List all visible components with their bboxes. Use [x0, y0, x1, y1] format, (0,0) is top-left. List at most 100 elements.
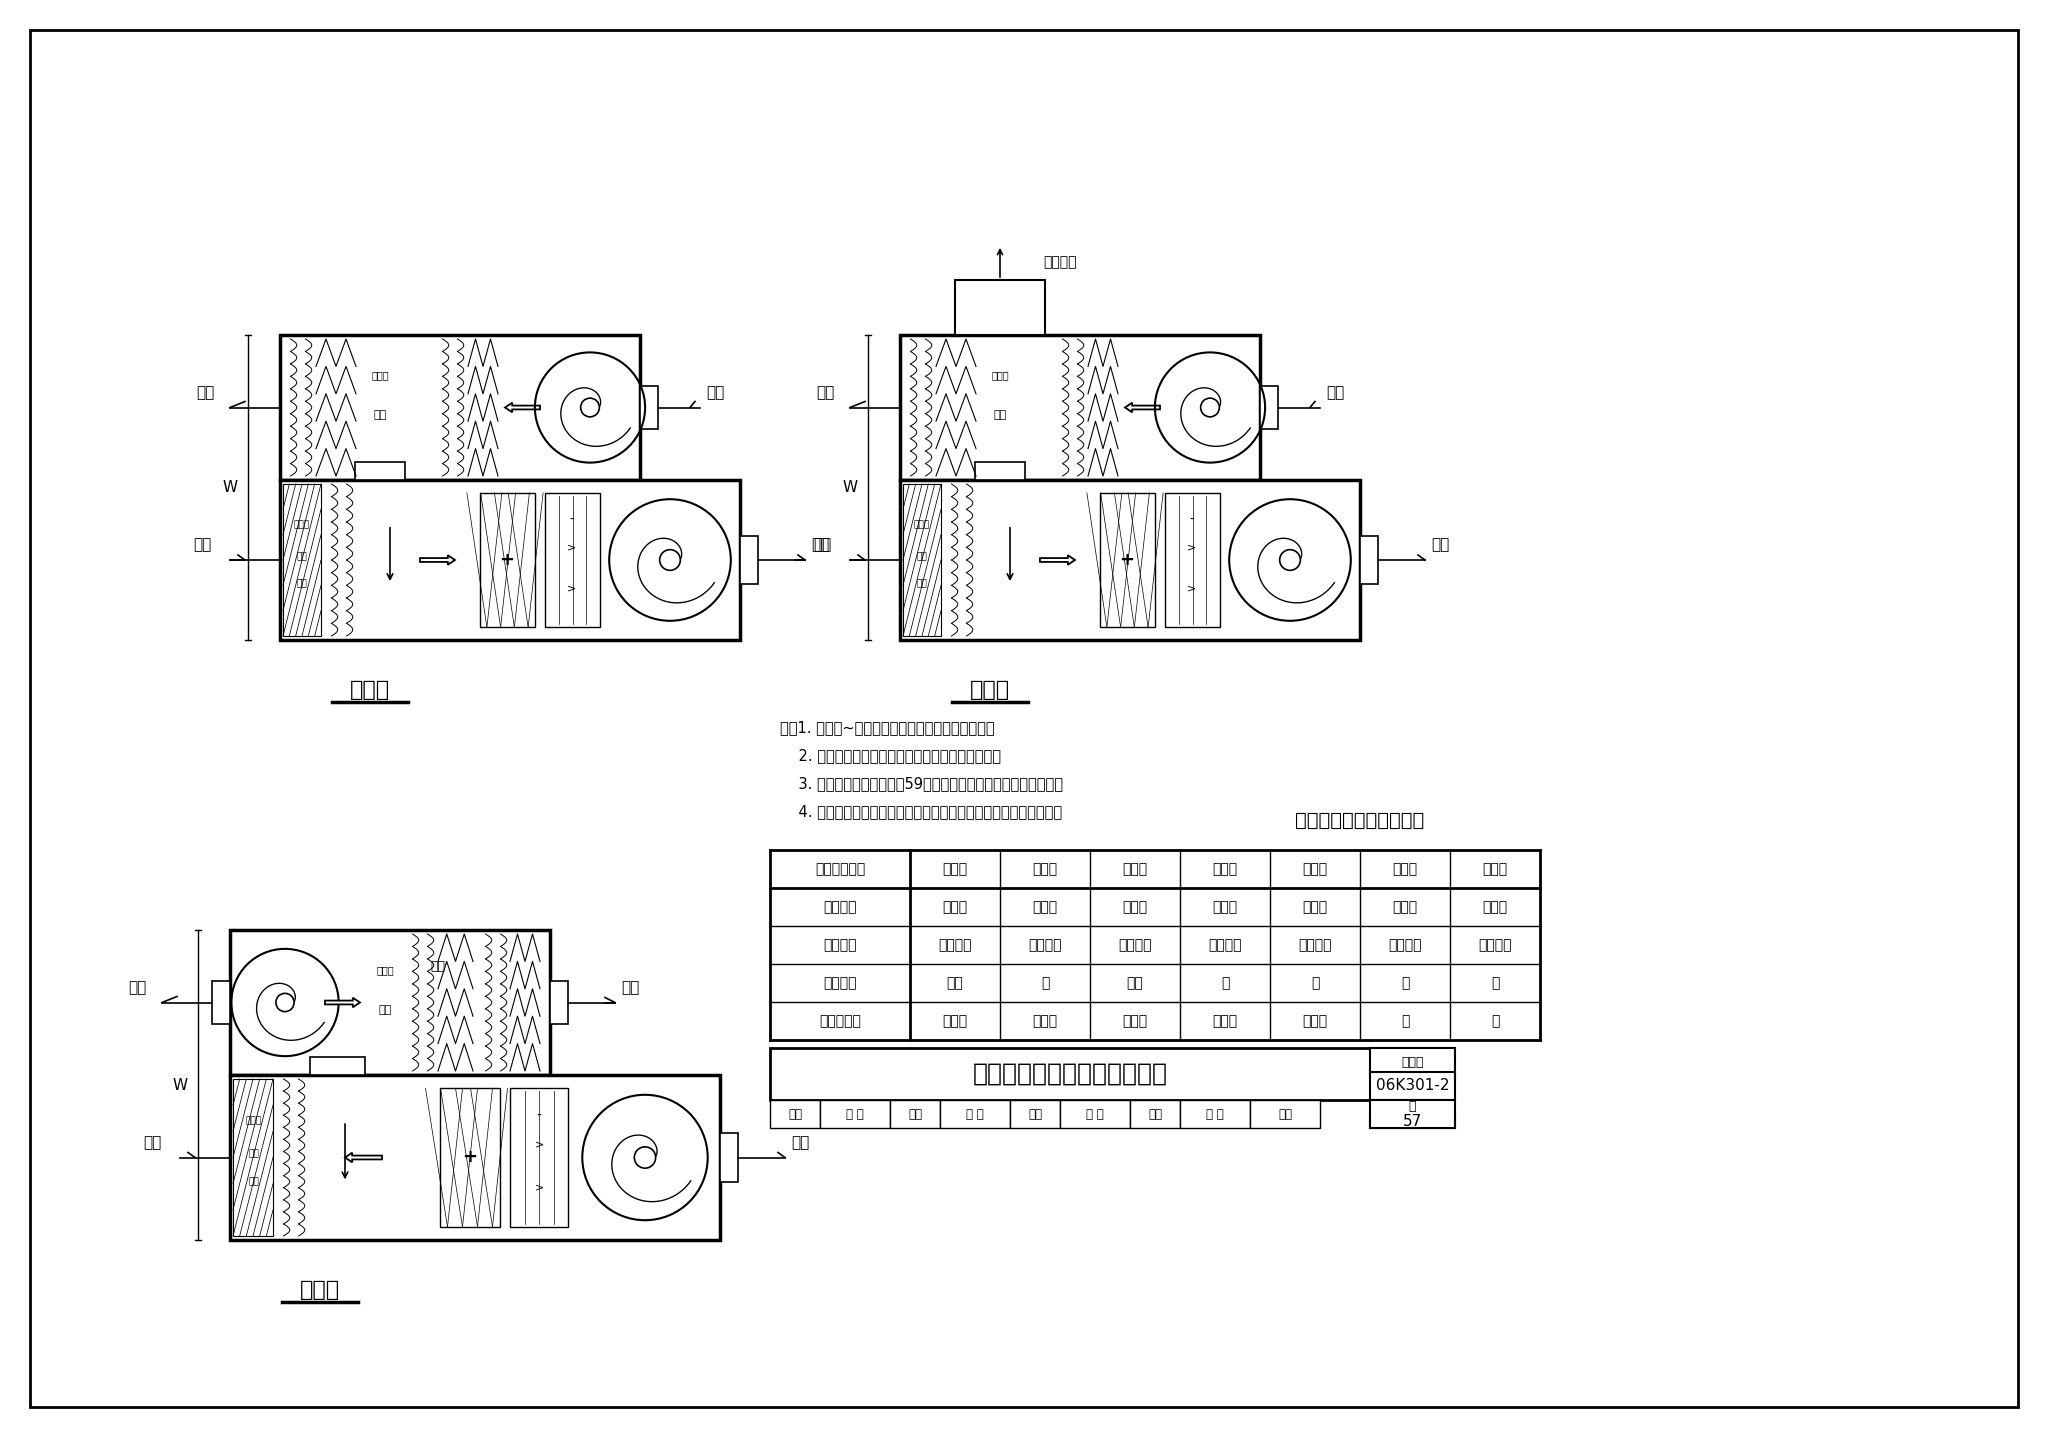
Bar — [975, 463, 1024, 480]
Text: >: > — [535, 1140, 543, 1150]
Bar — [233, 1079, 272, 1236]
Text: >: > — [567, 542, 578, 552]
Text: >: > — [1188, 542, 1196, 552]
Text: 赵 民: 赵 民 — [1206, 1108, 1225, 1121]
Bar — [940, 1099, 1010, 1128]
Bar — [440, 1088, 500, 1227]
Text: 检查窗: 检查窗 — [371, 371, 389, 381]
Bar — [213, 980, 229, 1025]
Text: 新风: 新风 — [248, 1178, 260, 1187]
Bar — [770, 1048, 1370, 1099]
Bar — [639, 385, 657, 430]
Text: 垂直式: 垂直式 — [1122, 900, 1147, 914]
Bar — [1130, 1099, 1180, 1128]
Text: 夏: 夏 — [1401, 1015, 1409, 1027]
Text: +: + — [1120, 550, 1135, 569]
Bar — [1249, 1099, 1321, 1128]
Text: 冬、夏: 冬、夏 — [1303, 1015, 1327, 1027]
Text: 注：1. 方式一~方式三的机组设置为水平视图布置。: 注：1. 方式一~方式三的机组设置为水平视图布置。 — [780, 720, 995, 734]
Bar — [551, 980, 567, 1025]
Text: 送风: 送风 — [1432, 537, 1450, 552]
Polygon shape — [1040, 555, 1075, 565]
Text: W: W — [172, 1078, 188, 1092]
Text: 无: 无 — [1311, 976, 1319, 990]
Text: 制图: 制图 — [1278, 1108, 1292, 1121]
Bar — [1180, 1099, 1249, 1128]
Text: 机组组合方式: 机组组合方式 — [815, 862, 864, 877]
Text: 方式三: 方式三 — [1122, 862, 1147, 877]
Text: 新风: 新风 — [297, 579, 307, 589]
Text: 机芯: 机芯 — [297, 552, 307, 562]
Text: 4. 方式一和方式三设置的机组，适合于热回收器压损较小的装置。: 4. 方式一和方式三设置的机组，适合于热回收器压损较小的装置。 — [780, 803, 1063, 819]
Text: 冬: 冬 — [1491, 1015, 1499, 1027]
Text: W: W — [842, 480, 858, 494]
Bar — [899, 335, 1260, 480]
Text: 审核: 审核 — [788, 1108, 803, 1121]
Text: 3. 标注的尺寸在本图集第59页中查取，其他组合方式可参考此。: 3. 标注的尺寸在本图集第59页中查取，其他组合方式可参考此。 — [780, 776, 1063, 790]
Text: 空调系统: 空调系统 — [1118, 938, 1151, 951]
Text: 水平式: 水平式 — [1303, 900, 1327, 914]
Text: 回风: 回风 — [993, 410, 1008, 420]
Text: 机芯: 机芯 — [248, 1150, 260, 1158]
Bar — [281, 480, 739, 639]
Text: +: + — [500, 550, 514, 569]
Bar — [1370, 1114, 1454, 1128]
Text: 06K301-2: 06K301-2 — [1376, 1079, 1450, 1094]
Text: 校对: 校对 — [907, 1108, 922, 1121]
Text: 冬、夏: 冬、夏 — [1212, 1015, 1237, 1027]
Bar — [309, 1058, 365, 1075]
Text: 回风: 回风 — [1325, 385, 1343, 399]
Text: 垂直式: 垂直式 — [1483, 900, 1507, 914]
Text: 热交换: 热交换 — [295, 520, 309, 529]
Text: 排风: 排风 — [815, 385, 834, 399]
Polygon shape — [326, 997, 360, 1007]
Text: 周 颖: 周 颖 — [967, 1108, 983, 1121]
Text: 无: 无 — [1491, 976, 1499, 990]
Text: 审定: 审定 — [1028, 1108, 1042, 1121]
Bar — [281, 335, 639, 480]
Text: 57: 57 — [1403, 1114, 1421, 1128]
Text: 检查窗: 检查窗 — [991, 371, 1010, 381]
Text: 季 伟: 季 伟 — [846, 1108, 864, 1121]
Text: 空调系统: 空调系统 — [1028, 938, 1061, 951]
Text: 闫 文: 闫 文 — [1085, 1108, 1104, 1121]
Text: 全部: 全部 — [1126, 976, 1143, 990]
Text: 检查窗: 检查窗 — [377, 966, 393, 976]
Bar — [1100, 493, 1155, 627]
Text: 垂直式: 垂直式 — [1393, 900, 1417, 914]
Bar — [1370, 1099, 1454, 1128]
Text: 组合式热回收机组组合示意图: 组合式热回收机组组合示意图 — [973, 1062, 1167, 1086]
Text: 部分: 部分 — [946, 976, 963, 990]
Text: 方式五: 方式五 — [1303, 862, 1327, 877]
Bar — [954, 280, 1044, 335]
Text: 排风: 排风 — [197, 385, 215, 399]
Bar — [819, 1099, 891, 1128]
Text: 机组组合方式特点及说明: 机组组合方式特点及说明 — [1296, 810, 1425, 829]
Text: W: W — [223, 480, 238, 494]
Text: 方式四: 方式四 — [1212, 862, 1237, 877]
Text: 新风系统: 新风系统 — [1389, 938, 1421, 951]
Text: 图集号: 图集号 — [1401, 1056, 1423, 1069]
Text: 冬、夏: 冬、夏 — [1032, 1015, 1057, 1027]
Text: 设置形式: 设置形式 — [823, 900, 856, 914]
Text: 无: 无 — [1040, 976, 1049, 990]
Text: 新风: 新风 — [143, 1135, 162, 1150]
Text: 适用系统: 适用系统 — [823, 938, 856, 951]
Polygon shape — [1124, 402, 1159, 412]
Text: 方式二: 方式二 — [299, 1280, 340, 1300]
Polygon shape — [506, 402, 541, 412]
Text: 2. 中效过滤、冷热盘管以及加湿器均为可选内容。: 2. 中效过滤、冷热盘管以及加湿器均为可选内容。 — [780, 749, 1001, 763]
Text: 页: 页 — [1409, 1101, 1417, 1114]
Text: 机芯: 机芯 — [918, 552, 928, 562]
Text: 垂直式: 垂直式 — [1032, 900, 1057, 914]
Text: 方式二: 方式二 — [1032, 862, 1057, 877]
Bar — [899, 480, 1360, 639]
Text: 回风: 回风 — [373, 410, 387, 420]
Text: 新风系统: 新风系统 — [1479, 938, 1511, 951]
Text: 热回收季节: 热回收季节 — [819, 1015, 860, 1027]
Bar — [229, 1075, 721, 1240]
Bar — [229, 930, 551, 1075]
Bar — [1360, 536, 1378, 583]
Bar — [1370, 1048, 1454, 1076]
Polygon shape — [344, 1152, 383, 1163]
